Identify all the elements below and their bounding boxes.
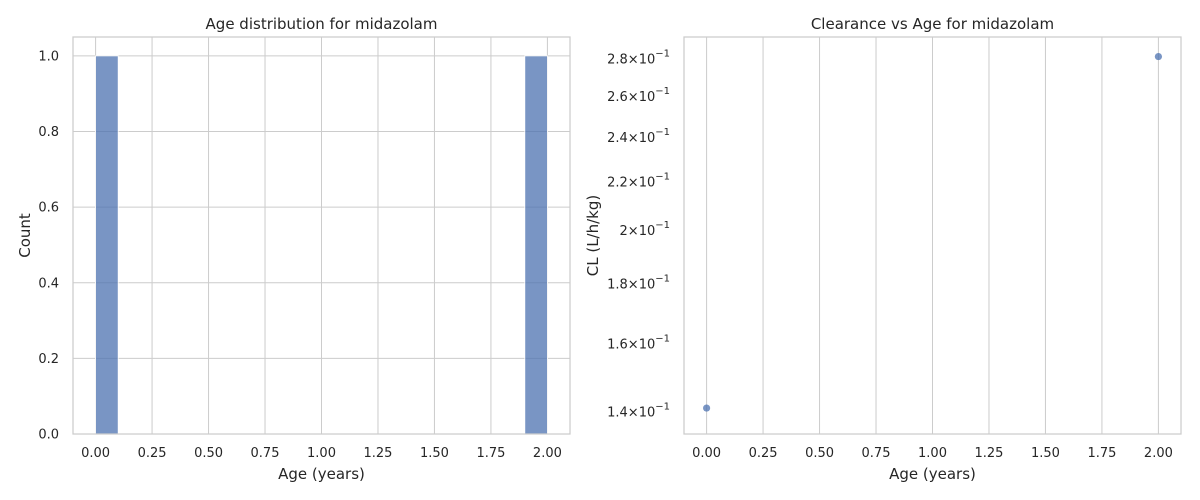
scatter-y-tick-exponent: −1 (655, 220, 670, 231)
histogram-x-tick-label: 1.50 (420, 446, 449, 461)
histogram-y-tick-label: 0.0 (38, 428, 59, 443)
histogram-title: Age distribution for midazolam (206, 15, 438, 33)
histogram-y-axis-label: Count (16, 213, 34, 258)
scatter-point (702, 404, 711, 412)
scatter-y-tick-exponent: −1 (655, 127, 670, 138)
clearance-scatter-chart: 0.00 0.25 0.50 0.75 1.00 1.25 1.50 1.75 2.00 1.4… (584, 15, 1182, 483)
scatter-y-tick-label: 1.4×10−1 (607, 402, 670, 421)
scatter-y-tick-times: × (628, 338, 639, 353)
scatter-point (1154, 52, 1163, 61)
scatter-y-tick-label: 1.8×10−1 (607, 274, 670, 293)
scatter-title: Clearance vs Age for midazolam (811, 15, 1054, 33)
scatter-y-tick-label: 2.6×10−1 (607, 86, 670, 105)
histogram-y-tick-label: 0.4 (38, 276, 59, 291)
histogram-x-tick-labels: 0.00 0.25 0.50 0.75 1.00 1.25 1.50 1.75 2.00 (81, 446, 562, 461)
scatter-y-tick-exponent: −1 (655, 171, 670, 182)
scatter-y-tick-label: 2.4×10−1 (607, 127, 670, 146)
scatter-y-tick-mantissa: 2 (620, 224, 628, 239)
scatter-y-tick-mantissa: 1.6 (607, 338, 628, 353)
scatter-y-tick-base: 10 (639, 224, 656, 239)
histogram-x-tick-label: 2.00 (533, 446, 562, 461)
scatter-y-tick-base: 10 (639, 175, 656, 190)
scatter-y-tick-base: 10 (639, 338, 656, 353)
scatter-y-axis-label: CL (L/h/kg) (584, 195, 602, 276)
histogram-x-tick-label: 0.25 (138, 446, 167, 461)
histogram-x-tick-label: 0.50 (194, 446, 223, 461)
scatter-y-tick-exponent: −1 (655, 48, 670, 59)
histogram-y-tick-label: 1.0 (38, 49, 59, 64)
scatter-y-tick-exponent: −1 (655, 402, 670, 413)
scatter-x-tick-labels: 0.00 0.25 0.50 0.75 1.00 1.25 1.50 1.75 2.00 (692, 446, 1173, 461)
scatter-y-tick-times: × (628, 224, 639, 239)
age-histogram-chart: 0.00 0.25 0.50 0.75 1.00 1.25 1.50 1.75 2.00 0.0… (16, 15, 571, 483)
scatter-y-tick-exponent: −1 (655, 86, 670, 97)
histogram-bar (524, 55, 548, 435)
histogram-x-tick-label: 1.75 (476, 446, 505, 461)
scatter-y-tick-mantissa: 2.2 (607, 175, 628, 190)
scatter-plot-frame (683, 36, 1182, 435)
histogram-y-tick-label: 0.8 (38, 125, 59, 140)
histogram-bars (95, 55, 548, 435)
scatter-x-tick-label: 1.75 (1087, 446, 1116, 461)
scatter-x-tick-label: 1.00 (918, 446, 947, 461)
scatter-y-tick-base: 10 (639, 406, 656, 421)
histogram-plot-frame (72, 36, 571, 435)
scatter-y-tick-base: 10 (639, 131, 656, 146)
histogram-x-tick-label: 1.25 (364, 446, 393, 461)
histogram-y-tick-label: 0.2 (38, 352, 59, 367)
scatter-y-tick-times: × (628, 90, 639, 105)
histogram-bar (95, 55, 119, 435)
scatter-y-tick-base: 10 (639, 52, 656, 67)
scatter-x-tick-label: 0.25 (749, 446, 778, 461)
scatter-y-tick-label: 2.2×10−1 (607, 171, 670, 190)
scatter-points (702, 52, 1163, 412)
scatter-y-tick-label: 2×10−1 (620, 220, 670, 239)
histogram-grid (73, 37, 570, 435)
scatter-grid (706, 37, 1159, 434)
scatter-y-tick-times: × (628, 131, 639, 146)
scatter-x-tick-label: 0.50 (805, 446, 834, 461)
scatter-x-axis-label: Age (years) (889, 465, 976, 483)
histogram-x-tick-label: 0.75 (251, 446, 280, 461)
scatter-y-tick-times: × (628, 175, 639, 190)
scatter-y-tick-times: × (628, 406, 639, 421)
histogram-y-tick-label: 0.6 (38, 201, 59, 216)
scatter-y-tick-label: 2.8×10−1 (607, 48, 670, 67)
scatter-y-tick-exponent: −1 (655, 274, 670, 285)
scatter-y-tick-mantissa: 1.4 (607, 406, 628, 421)
scatter-y-tick-label: 1.6×10−1 (607, 334, 670, 353)
scatter-y-tick-mantissa: 2.8 (607, 52, 628, 67)
scatter-x-tick-label: 1.50 (1031, 446, 1060, 461)
histogram-x-axis-label: Age (years) (278, 465, 365, 483)
scatter-y-tick-times: × (628, 52, 639, 67)
scatter-x-tick-label: 2.00 (1144, 446, 1173, 461)
scatter-x-tick-label: 0.00 (692, 446, 721, 461)
histogram-y-tick-labels: 0.0 0.2 0.4 0.6 0.8 1.0 (38, 49, 59, 442)
scatter-y-tick-mantissa: 1.8 (607, 278, 628, 293)
scatter-x-tick-label: 1.25 (975, 446, 1004, 461)
scatter-y-tick-mantissa: 2.6 (607, 90, 628, 105)
scatter-y-tick-base: 10 (639, 278, 656, 293)
scatter-y-tick-base: 10 (639, 90, 656, 105)
scatter-y-tick-labels: 1.4×10−11.6×10−11.8×10−12×10−12.2×10−12.… (607, 48, 670, 420)
histogram-x-tick-label: 1.00 (307, 446, 336, 461)
scatter-y-tick-times: × (628, 278, 639, 293)
histogram-x-tick-label: 0.00 (81, 446, 110, 461)
scatter-y-tick-mantissa: 2.4 (607, 131, 628, 146)
scatter-x-tick-label: 0.75 (862, 446, 891, 461)
scatter-y-tick-exponent: −1 (655, 334, 670, 345)
